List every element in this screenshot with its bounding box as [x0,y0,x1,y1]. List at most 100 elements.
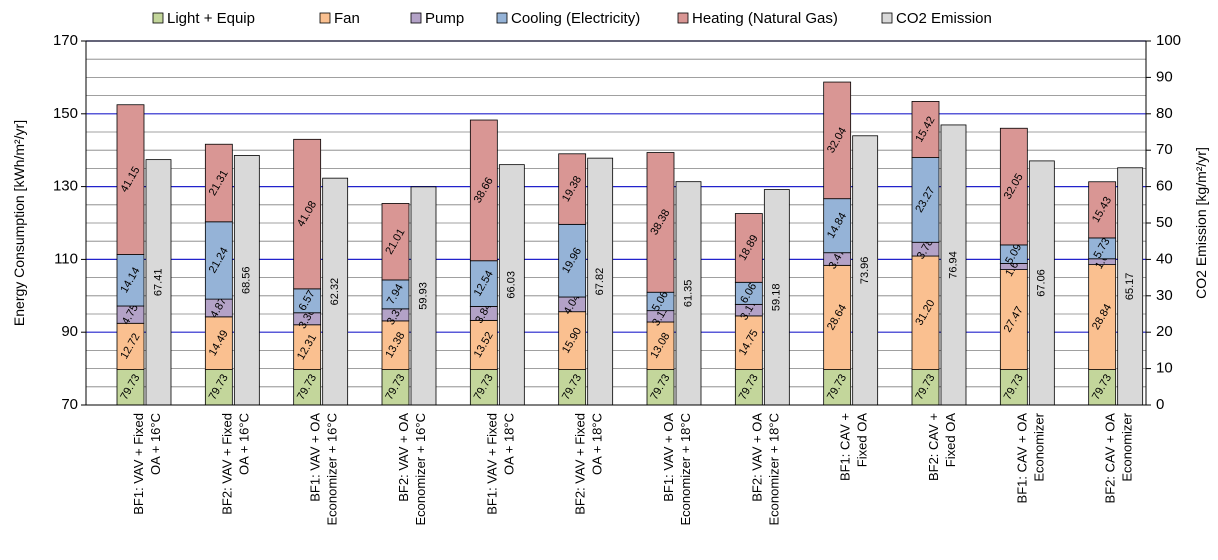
y-tick-label: 90 [61,323,78,340]
co2-bar [233,155,260,406]
y2-tick-label: 70 [1156,141,1173,158]
stacked-bar-segment [558,311,587,370]
stacked-bar-segment [646,321,675,370]
stacked-bar-segment [558,369,587,406]
stacked-bar-segment [381,203,410,281]
data-label: 67.06 [1036,269,1048,297]
y-axis-label: Energy Consumption [kWh/m²/yr] [11,120,27,326]
y-tick-label: 150 [53,105,78,122]
stacked-bar-segment [293,324,322,370]
stacked-bar-segment [823,264,852,370]
stacked-bar-segment [204,316,233,370]
legend-item: CO2 Emission [881,10,992,27]
co2-bar [322,177,349,406]
y2-tick-label: 40 [1156,250,1173,267]
x-tick-label: BF2: CAV + OA Economizer [1103,412,1135,503]
co2-bar [763,189,790,406]
x-tick-label: BF2: CAV + Fixed OA [926,413,958,481]
stacked-bar-segment [116,322,145,370]
stacked-bar-segment [469,260,498,307]
co2-bar [1028,160,1055,406]
legend-label: Fan [334,10,360,27]
grid-lines [86,40,1146,388]
legend-label: Cooling (Electricity) [511,10,640,27]
stacked-bar-segment [204,221,233,300]
co2-bar [940,124,967,406]
stacked-bar-segment [1088,369,1117,406]
co2-bar [675,181,702,406]
x-tick-label: BF1: CAV + OA Economizer [1014,412,1046,503]
legend-item: Pump [410,10,464,27]
y2-tick-label: 30 [1156,287,1173,304]
legend-item: Fan [319,10,360,27]
stacked-bar-segment [469,319,498,370]
y-tick-label: 70 [61,396,78,413]
legend-item: Heating (Natural Gas) [677,10,838,27]
y2-tick-label: 60 [1156,178,1173,195]
y-tick-label: 170 [53,32,78,49]
x-tick-label: BF1: VAV + Fixed OA + 18°C [484,413,516,515]
x-tick-label: BF1: VAV + Fixed OA + 16°C [131,413,163,515]
stacked-bar-segment [911,157,940,243]
legend-label: Heating (Natural Gas) [692,10,838,27]
stacked-bar-segment [558,153,587,225]
x-tick-label: BF2: VAV + Fixed OA + 16°C [219,413,251,515]
stacked-bar-segment [381,279,410,310]
stacked-bar-segment [734,315,763,370]
y2-tick-label: 0 [1156,396,1164,413]
data-label: 62.32 [329,278,341,306]
legend: Light + Equip Fan Pump Cooling (Electricity… [152,10,992,27]
stacked-bar-segment [999,269,1028,370]
legend-swatch [881,12,893,24]
legend-swatch [319,12,331,24]
data-label: 76.94 [947,251,959,279]
stacked-bar-segment [116,254,145,307]
legend-label: Light + Equip [167,10,255,27]
stacked-bar-segment [469,119,498,262]
co2-bar [498,164,525,406]
y2-tick-label: 80 [1156,105,1173,122]
legend-label: CO2 Emission [896,10,992,27]
data-label: 65.17 [1124,273,1136,301]
stacked-bar-segment [823,198,852,254]
y2-tick-label: 10 [1156,360,1173,377]
stacked-bar-segment [1088,181,1117,239]
y-tick-label: 130 [53,178,78,195]
legend-label: Pump [425,10,464,27]
stacked-bar-segment [823,81,852,200]
stacked-bar-segment [558,223,587,298]
data-label: 73.96 [859,257,871,285]
y2-tick-label: 100 [1156,32,1181,49]
legend-swatch [410,12,422,24]
data-label: 66.03 [506,271,518,299]
stacked-bar-segment [293,138,322,290]
stacked-bar-segment [734,213,763,283]
data-label: 67.41 [152,269,164,297]
y2-tick-label: 50 [1156,214,1173,231]
y2-tick-label: 20 [1156,323,1173,340]
x-tick-label: BF2: VAV + OA Economizer + 18°C [749,413,781,526]
stacked-bar-segment [204,143,233,223]
y2-axis-label: CO2 Emission [kg/m²/yr] [1193,147,1209,299]
x-tick-label: BF1: CAV + Fixed OA [838,413,870,481]
stacked-bar-segment [999,127,1028,246]
legend-swatch [152,12,164,24]
x-tick-label: BF1: VAV + OA Economizer + 16°C [308,413,340,526]
stacked-bar-segment [469,369,498,406]
y-tick-label: 110 [54,250,78,267]
x-tick-label: BF1: VAV + OA Economizer + 18°C [661,413,693,526]
stacked-bar-segment [911,369,940,406]
data-label: 68.56 [241,266,253,294]
co2-bar [145,159,172,406]
y2-tick-label: 90 [1156,68,1173,85]
